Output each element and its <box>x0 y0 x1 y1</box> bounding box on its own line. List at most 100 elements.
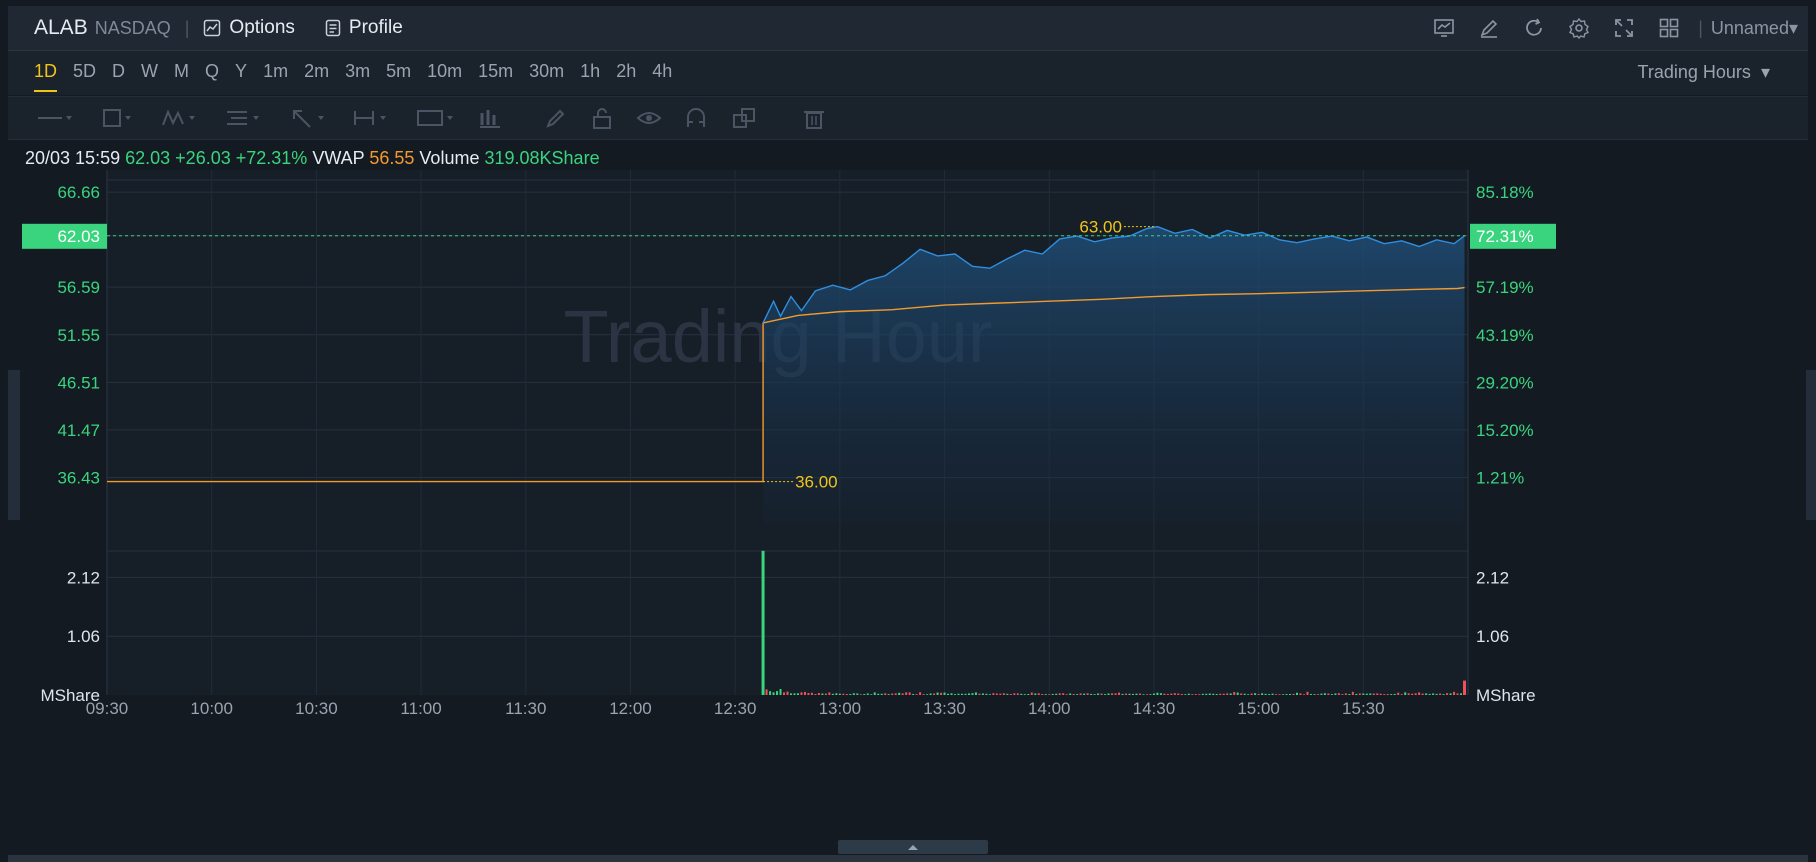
indicator-tool-icon[interactable] <box>478 107 508 129</box>
timeframe-3m[interactable]: 3m <box>345 60 371 81</box>
volume-bar <box>1097 693 1100 695</box>
volume-bar <box>1111 693 1114 695</box>
volume-bar <box>999 693 1002 695</box>
volume-bar <box>981 693 984 695</box>
volume-unit-label: MShare <box>40 686 100 705</box>
volume-bar <box>828 692 831 695</box>
volume-bar <box>1219 693 1222 695</box>
volume-bar <box>1201 693 1204 695</box>
volume-bar <box>905 692 908 695</box>
volume-bar <box>807 693 810 695</box>
volume-bar <box>1453 691 1456 695</box>
y-right-tick-label: 85.18% <box>1476 183 1534 202</box>
x-tick-label: 15:00 <box>1237 699 1280 718</box>
chart-icon[interactable] <box>1433 17 1455 39</box>
fibonacci-tool-icon[interactable] <box>225 107 259 129</box>
timeframe-5D[interactable]: 5D <box>73 60 97 81</box>
volume-bar <box>1093 694 1096 695</box>
volume-bar <box>1261 693 1264 695</box>
right-panel-toggle[interactable] <box>1806 370 1816 520</box>
timeframe-Y[interactable]: Y <box>235 60 248 81</box>
left-panel-toggle[interactable] <box>8 370 20 520</box>
time-scroll-handle[interactable] <box>838 840 988 854</box>
symbol-title: ALAB <box>34 16 88 39</box>
line-tool-icon[interactable] <box>36 107 72 129</box>
current-price-tag <box>22 223 107 249</box>
timeframe-Q[interactable]: Q <box>205 60 220 81</box>
options-label: Options <box>229 17 295 38</box>
text-tool-icon[interactable] <box>416 107 453 129</box>
layout-grid-icon[interactable] <box>1658 17 1680 39</box>
timeframe-15m[interactable]: 15m <box>478 60 514 81</box>
timeframe-4h[interactable]: 4h <box>652 60 673 81</box>
volume-tick-label: 1.06 <box>67 627 100 646</box>
volume-bar <box>1187 693 1190 695</box>
volume-bar <box>852 693 855 695</box>
timeframe-2h[interactable]: 2h <box>616 60 637 81</box>
clone-icon[interactable] <box>732 107 762 129</box>
volume-bar <box>1463 680 1467 695</box>
timeframe-1m[interactable]: 1m <box>263 60 289 81</box>
magnet-icon[interactable] <box>684 107 714 129</box>
volume-bar <box>1163 693 1166 695</box>
timeframe-M[interactable]: M <box>174 60 190 81</box>
timeframe-2m[interactable]: 2m <box>304 60 330 81</box>
volume-bar <box>1027 694 1030 695</box>
trash-icon[interactable] <box>802 107 832 129</box>
volume-bar <box>891 693 894 695</box>
y-right-tick-label: 29.20% <box>1476 373 1534 392</box>
session-dropdown[interactable]: Trading Hours ▾ <box>1638 62 1770 83</box>
volume-bar <box>1041 694 1044 695</box>
volume-bar <box>810 692 813 695</box>
timeframe-30m[interactable]: 30m <box>529 60 565 81</box>
profile-button[interactable]: Profile <box>325 17 403 39</box>
volume-bar <box>1428 693 1431 695</box>
arrow-tool-icon[interactable] <box>290 107 324 129</box>
lock-icon[interactable] <box>590 107 620 129</box>
volume-bar <box>1177 693 1180 695</box>
volume-bar <box>960 693 963 695</box>
timeframe-10m[interactable]: 10m <box>427 60 463 81</box>
volume-bar <box>1079 693 1082 695</box>
eye-icon[interactable] <box>636 107 666 129</box>
refresh-icon[interactable] <box>1523 17 1545 39</box>
volume-bar <box>859 694 862 695</box>
timeframe-1h[interactable]: 1h <box>580 60 601 81</box>
volume-bar <box>1090 693 1093 695</box>
x-tick-label: 10:00 <box>190 699 233 718</box>
timeframe-D[interactable]: D <box>112 60 126 81</box>
brush-tool-icon[interactable] <box>544 107 574 129</box>
fullscreen-icon[interactable] <box>1613 17 1635 39</box>
current-pct-tag <box>1470 223 1556 249</box>
volume-bar <box>856 693 859 695</box>
settings-icon[interactable] <box>1568 17 1590 39</box>
volume-bar <box>1418 692 1421 695</box>
intraday-chart[interactable]: Trading Hour 66.6662.0356.5951.5546.5141… <box>0 155 1816 845</box>
volume-bar <box>1184 694 1187 695</box>
volume-bar <box>1341 694 1344 695</box>
options-button[interactable]: Options <box>203 17 295 39</box>
profile-label: Profile <box>348 17 403 38</box>
timeframe-1D[interactable]: 1D <box>34 61 58 92</box>
timeframe-list: 1D 5D D W M Q Y 1m 2m 3m 5m 10m 15m 30m 1h 2h 4h <box>34 60 688 92</box>
layout-name-dropdown[interactable]: Unnamed▾ <box>1711 18 1798 39</box>
pattern-tool-icon[interactable] <box>161 107 195 129</box>
volume-bar <box>1421 693 1424 695</box>
volume-bar <box>995 693 998 695</box>
shape-tool-icon[interactable] <box>102 107 132 129</box>
chart-canvas[interactable]: Trading Hour 66.6662.0356.5951.5546.5141… <box>0 155 1816 840</box>
volume-bar <box>1348 694 1351 695</box>
volume-bar <box>964 693 967 695</box>
volume-bar <box>1330 694 1333 695</box>
volume-bar <box>926 694 929 695</box>
volume-bar <box>877 693 880 695</box>
volume-bar <box>901 693 904 695</box>
x-tick-label: 12:00 <box>609 699 652 718</box>
timeframe-W[interactable]: W <box>141 60 159 81</box>
draw-icon[interactable] <box>1478 17 1500 39</box>
measure-tool-icon[interactable] <box>352 107 386 129</box>
volume-bar <box>793 693 796 695</box>
volume-bar <box>779 689 782 695</box>
timeframe-5m[interactable]: 5m <box>386 60 412 81</box>
volume-bar <box>1051 693 1054 695</box>
